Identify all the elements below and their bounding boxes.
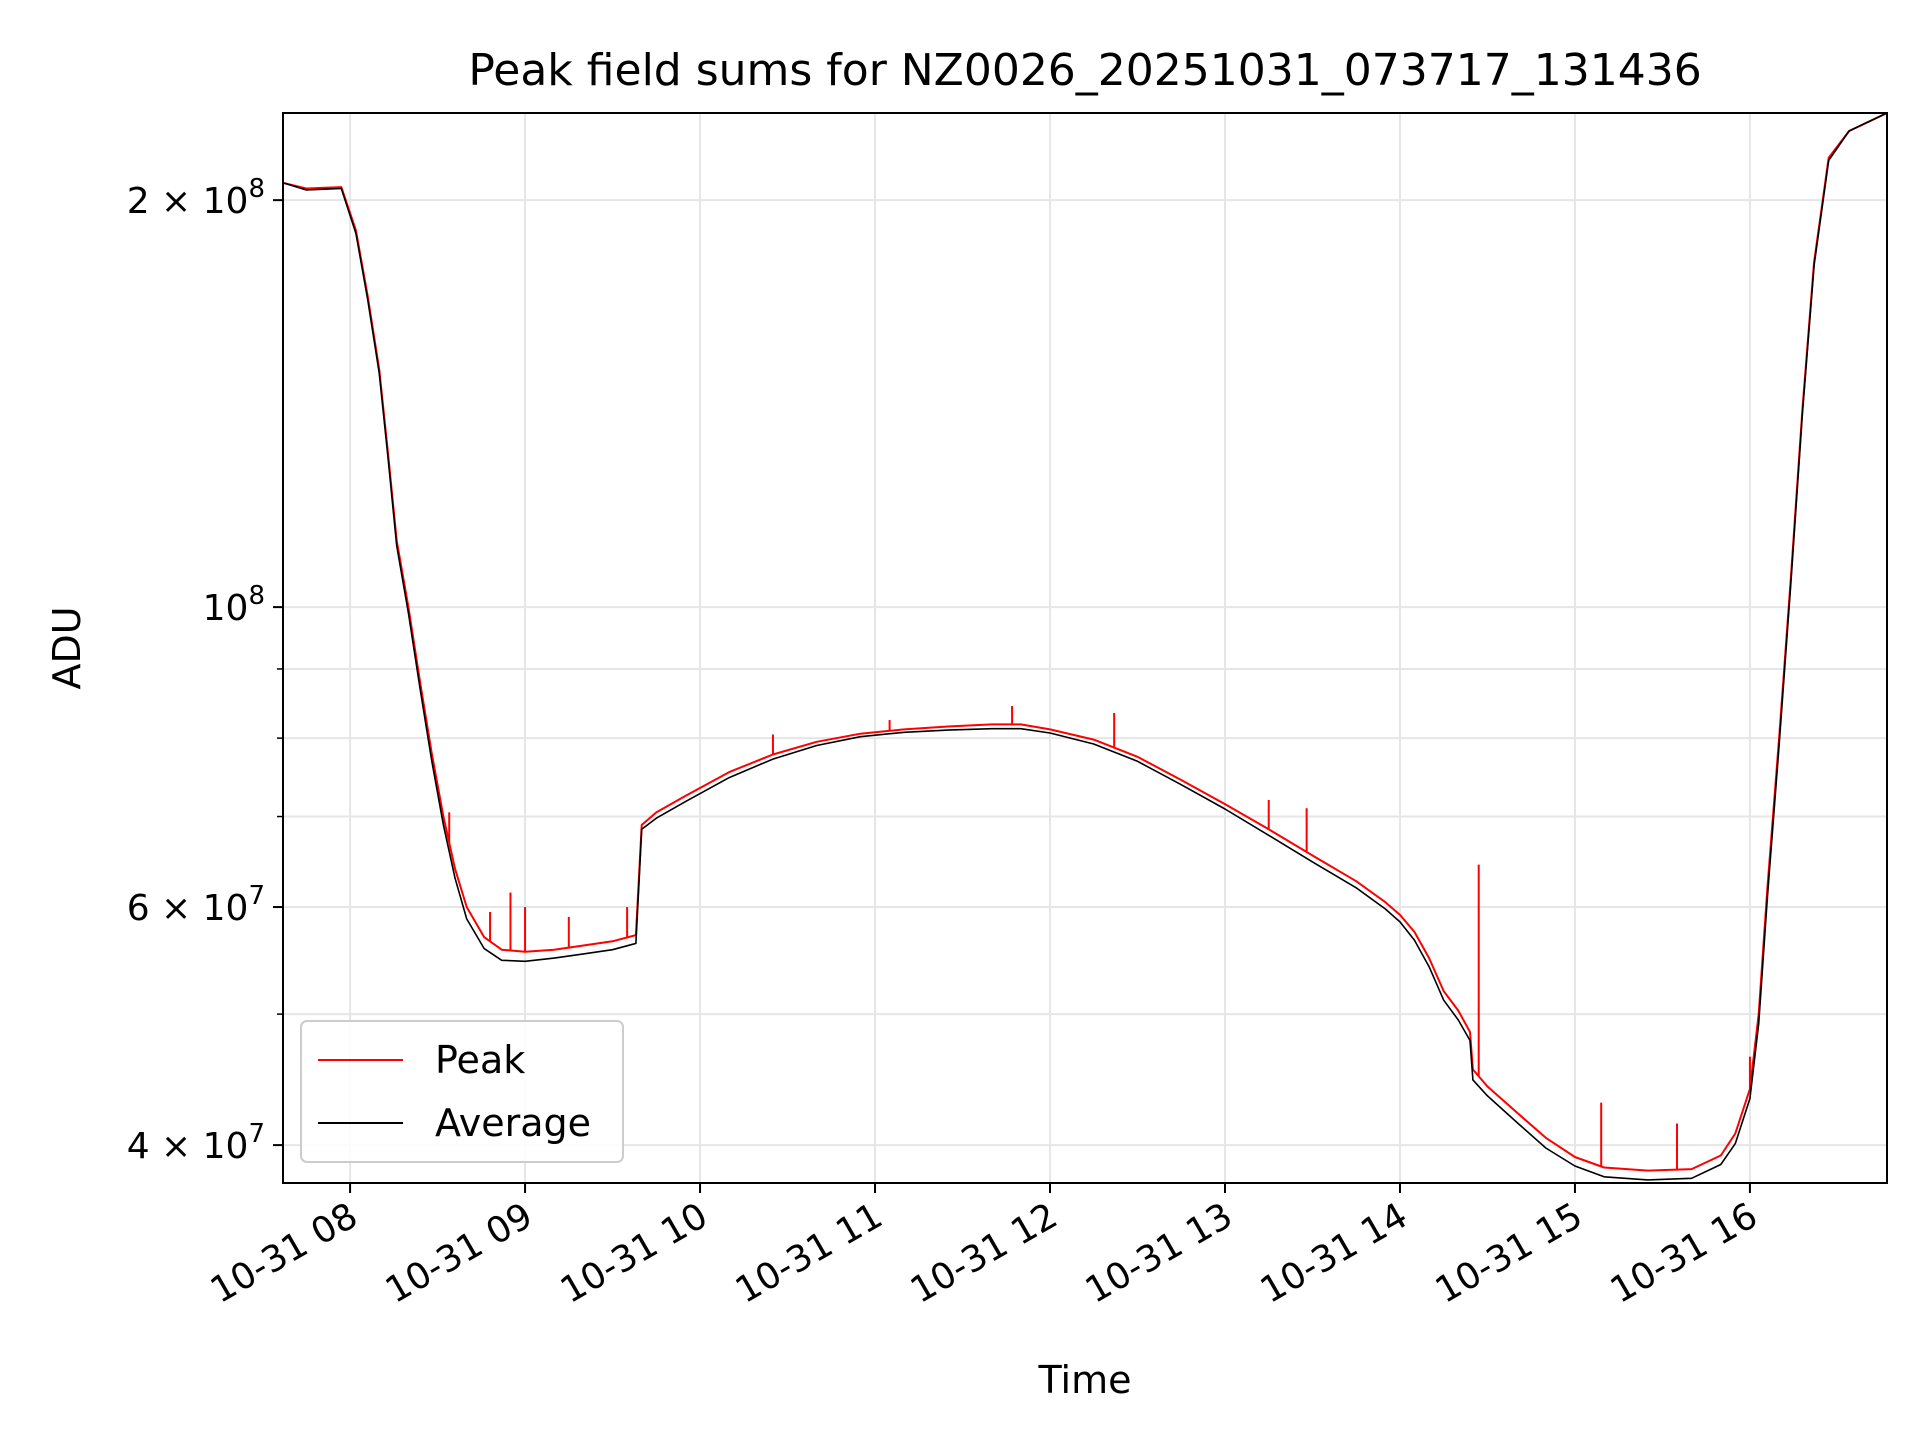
x-axis-label: Time — [1038, 1358, 1132, 1402]
y-tick-label: 108 — [203, 581, 265, 629]
legend-label-average: Average — [435, 1101, 591, 1145]
y-tick-label: 2 × 108 — [127, 174, 265, 222]
grid-lines — [283, 113, 1887, 1183]
y-axis-label: ADU — [45, 606, 89, 689]
legend-box — [300, 1020, 624, 1163]
legend-label-peak: Peak — [435, 1038, 525, 1082]
chart-title: Peak field sums for NZ0026_20251031_0737… — [468, 45, 1701, 96]
series-line-peak — [283, 113, 1887, 1172]
y-axis-ticks: 4 × 107 6 × 107 108 2 × 108 — [127, 174, 283, 1167]
plot-series — [283, 113, 1887, 1181]
y-tick-label: 6 × 107 — [127, 881, 265, 929]
series-line-average — [283, 113, 1887, 1181]
y-tick-label: 4 × 107 — [127, 1119, 265, 1167]
plot-frame — [282, 112, 1888, 1184]
legend: Peak Average — [300, 1020, 624, 1163]
